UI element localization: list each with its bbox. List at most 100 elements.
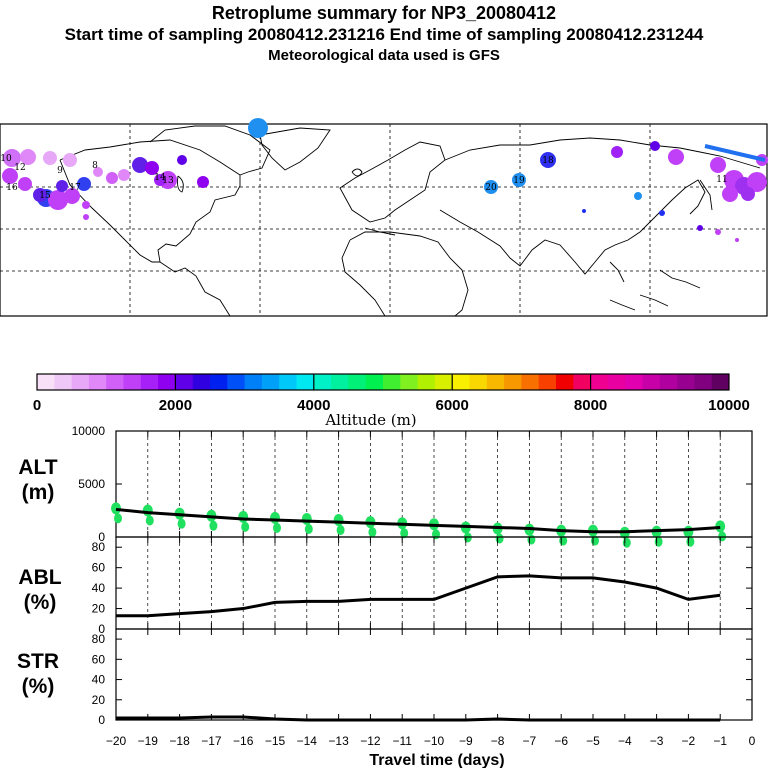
x-tick-label: −13 — [328, 734, 349, 748]
colorbar-cell — [106, 374, 124, 390]
colorbar-tick-label: 8000 — [574, 397, 607, 414]
colorbar-cell — [348, 374, 367, 390]
trajectory-markers — [2, 118, 768, 242]
str-y-tick-label: 60 — [92, 652, 106, 666]
colorbar-cell — [607, 374, 626, 390]
colorbar-cell — [175, 374, 194, 390]
colorbar-cell — [452, 374, 470, 390]
x-tick-label: −14 — [297, 734, 318, 748]
alt-y-tick-label: 10000 — [72, 424, 106, 438]
trajectory-marker — [197, 176, 209, 188]
colorbar-tick-label: 4000 — [297, 397, 330, 414]
trajectory-day-label: 13 — [162, 176, 174, 186]
colorbar-cell — [158, 374, 176, 390]
trajectory-marker — [20, 149, 36, 165]
alt-cluster-point — [177, 518, 186, 529]
alt-cluster-point — [304, 523, 313, 534]
x-tick-label: −15 — [265, 734, 286, 748]
trajectory-day-label: 16 — [6, 183, 18, 193]
x-tick-label: −11 — [392, 734, 412, 748]
colorbar-cell — [227, 374, 246, 390]
alt-cluster-point — [683, 525, 694, 538]
abl-line — [116, 574, 721, 618]
trajectory-marker — [697, 225, 703, 231]
colorbar-cell — [192, 374, 211, 390]
trajectory-day-label: 18 — [542, 156, 554, 166]
colorbar-cell — [210, 374, 228, 390]
trajectory-marker — [668, 149, 684, 165]
colorbar-cell — [711, 374, 730, 390]
trajectory-marker — [2, 168, 18, 184]
x-tick-label: −12 — [360, 734, 381, 748]
str-y-tick-label: 80 — [92, 632, 106, 646]
colorbar-cell — [434, 374, 453, 390]
trajectory-marker — [611, 146, 623, 158]
colorbar-cell — [556, 374, 574, 390]
colorbar-cell — [54, 374, 73, 390]
colorbar-cell — [642, 374, 661, 390]
trajectory-marker — [735, 238, 739, 242]
trajectory-day-label: 20 — [485, 183, 497, 193]
str-line — [116, 715, 721, 722]
alt-panel-label: ALT — [18, 456, 57, 479]
colorbar-cell — [383, 374, 401, 390]
x-tick-label: −19 — [138, 734, 159, 748]
alt-cluster-point — [495, 533, 504, 544]
trajectory-marker — [18, 177, 32, 191]
colorbar-tick-label: 0 — [33, 397, 41, 414]
altitude-colorbar: 0 2000 4000 6000 8000 10000 Altitude (m) — [33, 373, 750, 429]
alt-cluster-point — [622, 537, 631, 548]
str-panel-frame — [115, 628, 753, 721]
colorbar-cell — [590, 374, 609, 390]
colorbar-cell — [37, 374, 55, 390]
x-axis-label: Travel time (days) — [369, 752, 504, 768]
trajectory-day-label: 9 — [57, 166, 63, 176]
colorbar-cell — [365, 374, 384, 390]
alt-panel-unit: (m) — [22, 481, 55, 504]
abl-panel-unit: (%) — [24, 591, 57, 614]
alt-cluster-point — [111, 502, 121, 515]
trajectory-marker — [582, 209, 586, 213]
alt-cluster-point — [301, 512, 312, 525]
str-panel-unit: (%) — [22, 675, 55, 698]
alt-cluster-point — [527, 534, 536, 545]
trajectory-marker — [634, 192, 642, 200]
coastlines — [59, 125, 761, 317]
colorbar-frame — [36, 373, 730, 391]
colorbar-cell — [296, 374, 315, 390]
str-y-tick-label: 40 — [92, 673, 106, 687]
alt-cluster-point — [715, 520, 726, 533]
trajectory-marker — [118, 169, 130, 181]
trajectory-marker — [64, 188, 80, 204]
colorbar-cell — [313, 374, 332, 390]
x-tick-label: −20 — [106, 734, 127, 748]
trajectory-marker — [3, 149, 21, 167]
colorbar-cell — [521, 374, 540, 390]
x-tick-label: −4 — [618, 734, 632, 748]
x-tick-label: −5 — [586, 734, 600, 748]
trajectory-day-label: 19 — [513, 176, 525, 186]
alt-cluster-point — [432, 529, 440, 540]
trajectory-marker — [106, 172, 118, 184]
x-tick-label: −8 — [491, 734, 505, 748]
alt-cluster-point — [270, 511, 280, 524]
abl-y-tick-label: 40 — [92, 581, 106, 595]
colorbar-cell — [331, 374, 349, 390]
x-tick-label: −7 — [523, 734, 537, 748]
trajectory-day-label: 11 — [716, 175, 727, 185]
colorbar-cell — [469, 374, 488, 390]
time-series-panels: ALT (m) ABL (%) STR (%) Travel time (day… — [17, 424, 756, 768]
alt-cluster-point — [145, 515, 154, 526]
trajectory-marker — [56, 180, 68, 192]
alt-panel: 10000 5000 0 — [72, 424, 753, 548]
trajectory-marker — [248, 118, 268, 138]
trajectory-marker — [48, 190, 68, 210]
x-tick-label: −6 — [554, 734, 568, 748]
x-tick-label: −17 — [201, 734, 222, 748]
trajectory-marker — [93, 167, 103, 177]
trajectory-day-label: 14 — [154, 173, 166, 183]
alt-cluster-point — [336, 525, 345, 536]
x-tick-label: 0 — [749, 734, 756, 748]
trajectory-marker — [484, 180, 498, 194]
x-tick-label: −10 — [424, 734, 445, 748]
